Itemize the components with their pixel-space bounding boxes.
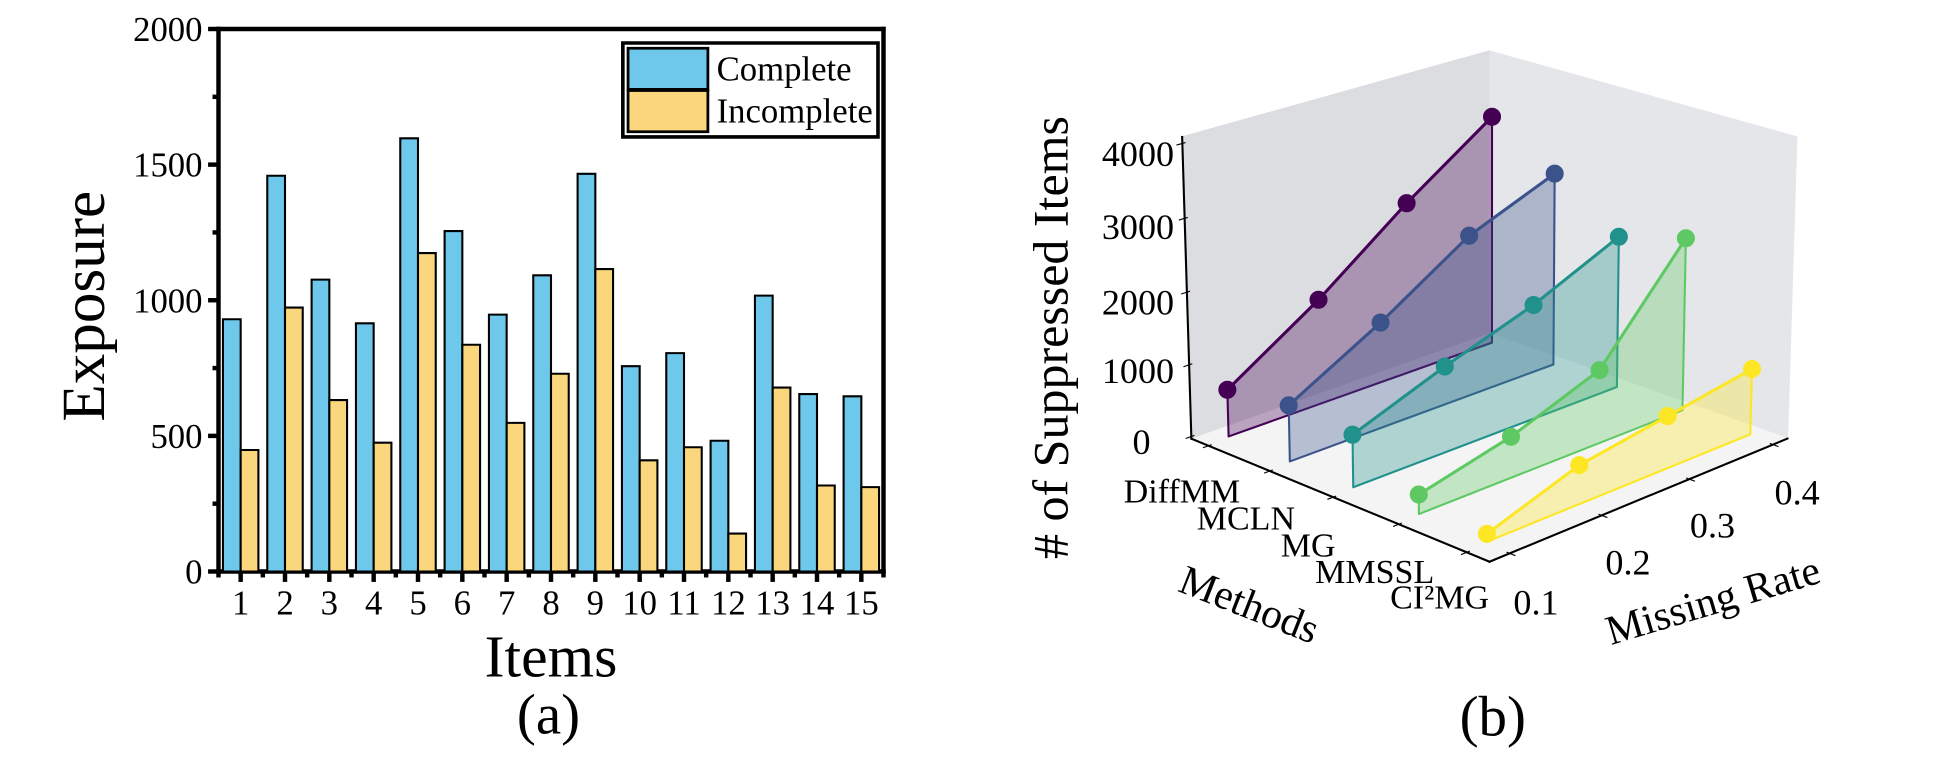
svg-text:4: 4 (365, 583, 382, 622)
svg-text:MMSSL: MMSSL (1315, 554, 1434, 591)
svg-text:5: 5 (409, 583, 426, 622)
svg-text:3: 3 (321, 583, 338, 622)
svg-text:2: 2 (276, 583, 293, 622)
svg-text:3000: 3000 (1102, 207, 1174, 247)
svg-text:6: 6 (454, 583, 471, 622)
svg-text:4000: 4000 (1102, 134, 1174, 174)
svg-text:13: 13 (755, 583, 790, 622)
svg-text:Incomplete: Incomplete (717, 92, 873, 131)
svg-text:8: 8 (542, 583, 559, 622)
svg-text:DiffMM: DiffMM (1124, 473, 1241, 510)
svg-text:1000: 1000 (1102, 351, 1174, 391)
svg-text:2000: 2000 (1102, 282, 1174, 322)
svg-text:0.2: 0.2 (1605, 543, 1650, 583)
svg-text:Items: Items (485, 623, 618, 689)
svg-text:(b): (b) (1460, 686, 1526, 749)
svg-text:0.1: 0.1 (1513, 583, 1558, 623)
svg-text:(a): (a) (517, 684, 580, 747)
svg-text:7: 7 (498, 583, 515, 622)
svg-text:CI²MG: CI²MG (1390, 579, 1489, 616)
svg-text:9: 9 (587, 583, 604, 622)
svg-text:1500: 1500 (133, 146, 202, 185)
svg-text:1000: 1000 (133, 281, 202, 320)
svg-text:0.4: 0.4 (1775, 473, 1820, 513)
svg-text:0: 0 (185, 553, 202, 592)
svg-text:MG: MG (1281, 527, 1336, 564)
svg-text:Complete: Complete (717, 49, 852, 88)
svg-text:2000: 2000 (133, 10, 202, 49)
svg-text:15: 15 (844, 583, 879, 622)
svg-text:10: 10 (622, 583, 657, 622)
svg-text:11: 11 (667, 583, 700, 622)
svg-text:0: 0 (1132, 422, 1150, 462)
svg-text:Exposure: Exposure (51, 191, 118, 422)
svg-text:14: 14 (800, 583, 835, 622)
svg-text:500: 500 (150, 417, 202, 456)
svg-text:# of Suppressed Items: # of Suppressed Items (1022, 116, 1078, 559)
svg-text:12: 12 (711, 583, 746, 622)
svg-text:MCLN: MCLN (1197, 501, 1295, 538)
svg-text:0.3: 0.3 (1690, 506, 1735, 546)
svg-text:1: 1 (232, 583, 249, 622)
